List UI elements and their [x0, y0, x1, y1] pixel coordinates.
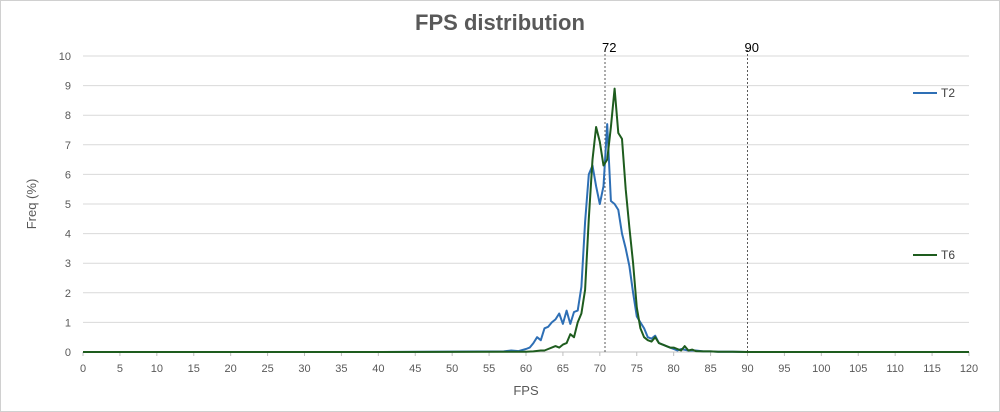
x-tick-label: 115: [923, 363, 941, 375]
x-tick-label: 60: [520, 363, 532, 375]
x-tick-label: 0: [80, 363, 86, 375]
reference-line-label: 72: [602, 40, 616, 55]
reference-line-label: 90: [745, 40, 759, 55]
x-tick-label: 100: [812, 363, 830, 375]
x-tick-label: 10: [151, 363, 163, 375]
x-tick-label: 75: [631, 363, 643, 375]
x-tick-label: 70: [594, 363, 606, 375]
y-tick-label: 3: [65, 258, 71, 270]
x-tick-label: 30: [298, 363, 310, 375]
x-tick-label: 55: [483, 363, 495, 375]
x-tick-labels: 0 5 10 15 20 25 30 35 40 45 50 55 60 65 70 75 80 85 90 95 10…: [80, 363, 978, 375]
y-tick-labels: 0 1 2 3 4 5 6 7 8 9 10: [59, 51, 71, 359]
y-tick-label: 4: [65, 229, 71, 241]
reference-lines: 72 90: [602, 40, 759, 352]
series-line-t2: [83, 123, 969, 353]
y-tick-label: 2: [65, 288, 71, 300]
series-lines: [83, 87, 969, 353]
x-tick-label: 90: [741, 363, 753, 375]
x-tick-label: 50: [446, 363, 458, 375]
x-tick-label: 110: [886, 363, 904, 375]
x-tick-label: 85: [704, 363, 716, 375]
x-tick-label: 120: [960, 363, 978, 375]
y-tick-label: 9: [65, 81, 71, 93]
y-tick-label: 0: [65, 347, 71, 359]
x-tick-label: 105: [849, 363, 867, 375]
x-tick-label: 65: [557, 363, 569, 375]
x-tick-label: 35: [335, 363, 347, 375]
x-tick-label: 15: [188, 363, 200, 375]
x-tick-label: 40: [372, 363, 384, 375]
legend-label-t6: T6: [941, 248, 955, 262]
gridlines: [82, 55, 970, 356]
x-tick-label: 80: [668, 363, 680, 375]
y-tick-label: 1: [65, 317, 71, 329]
y-axis-label: Freq (%): [24, 179, 39, 230]
y-tick-label: 10: [59, 51, 71, 63]
x-tick-label: 45: [409, 363, 421, 375]
y-tick-label: 8: [65, 110, 71, 122]
x-tick-label: 5: [117, 363, 123, 375]
x-tick-label: 25: [261, 363, 273, 375]
y-tick-label: 5: [65, 199, 71, 211]
y-tick-label: 7: [65, 140, 71, 152]
chart-title: FPS distribution: [415, 10, 585, 35]
y-tick-label: 6: [65, 169, 71, 181]
series-line-t6: [83, 87, 969, 353]
legend: T2 T6: [913, 86, 955, 262]
x-tick-label: 95: [778, 363, 790, 375]
x-tick-label: 20: [225, 363, 237, 375]
legend-label-t2: T2: [941, 86, 955, 100]
x-axis-label: FPS: [513, 383, 539, 398]
